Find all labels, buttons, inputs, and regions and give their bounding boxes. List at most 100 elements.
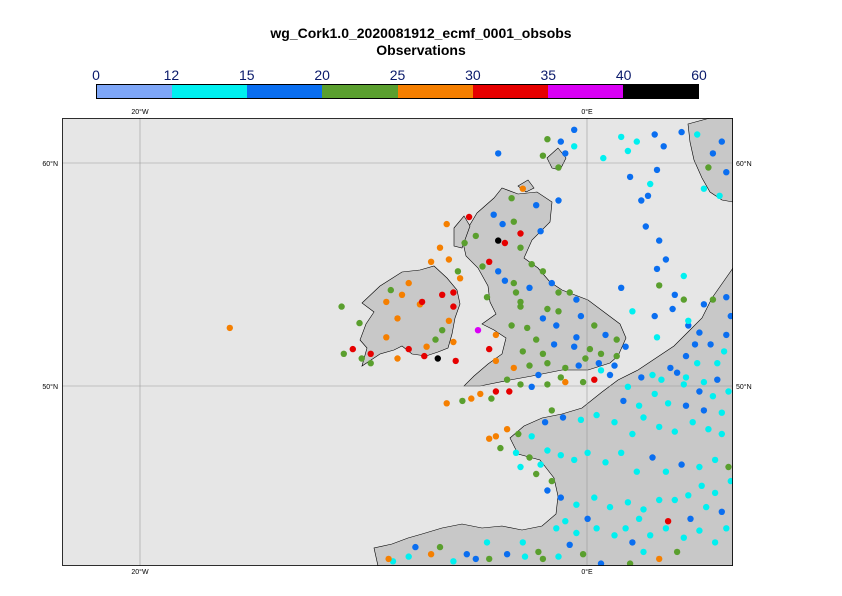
- landmass-hebrides: [453, 215, 471, 249]
- observation-point-171: [651, 390, 658, 398]
- colorbar-tick-20: 20: [314, 67, 330, 83]
- observation-point-124: [709, 150, 717, 157]
- observation-point-57: [555, 289, 562, 296]
- observation-point-239: [703, 503, 710, 511]
- observation-point-222: [573, 501, 580, 508]
- observation-point-188: [548, 407, 555, 414]
- observation-point-87: [582, 355, 589, 362]
- observation-point-157: [673, 369, 681, 376]
- observation-point-83: [533, 336, 540, 343]
- observation-point-270: [483, 539, 491, 546]
- observation-point-75: [544, 360, 551, 367]
- observation-point-72: [595, 360, 602, 367]
- observation-point-227: [562, 518, 569, 525]
- colorbar-tick-40: 40: [615, 67, 632, 83]
- observation-point-152: [720, 348, 728, 355]
- observation-point-144: [685, 322, 692, 329]
- observation-points: [226, 126, 733, 566]
- observation-point-170: [635, 402, 643, 409]
- observation-point-98: [468, 395, 475, 402]
- observation-point-285: [597, 367, 605, 374]
- observation-point-52: [533, 202, 540, 209]
- observation-point-59: [517, 303, 524, 310]
- observation-point-81: [508, 322, 515, 329]
- lon-label-top-0e: 0°E: [581, 108, 593, 116]
- observation-point-256: [405, 553, 412, 560]
- observation-point-216: [671, 496, 678, 504]
- observation-point-77: [510, 364, 517, 372]
- observation-point-91: [606, 371, 614, 379]
- observation-point-26: [421, 352, 428, 360]
- observation-point-140: [700, 301, 708, 308]
- observation-point-99: [459, 397, 466, 405]
- observation-point-80: [492, 331, 500, 339]
- observation-point-22: [358, 355, 365, 362]
- observation-point-230: [611, 532, 618, 539]
- observation-point-261: [579, 551, 587, 558]
- observation-point-102: [503, 376, 511, 383]
- colorbar-tick-30: 30: [465, 67, 481, 83]
- observation-point-115: [544, 136, 551, 143]
- observation-point-53: [517, 230, 524, 237]
- observation-point-221: [591, 494, 598, 501]
- observation-point-103: [535, 371, 542, 379]
- observation-point-32: [445, 256, 453, 263]
- observation-point-223: [557, 494, 564, 501]
- observation-point-4: [338, 303, 345, 310]
- observation-point-112: [510, 279, 517, 287]
- observation-point-234: [680, 534, 687, 541]
- observation-point-71: [613, 352, 620, 360]
- observation-point-44: [510, 218, 517, 225]
- observation-point-48: [555, 164, 562, 171]
- map-plot[interactable]: [62, 118, 733, 566]
- observation-point-100: [443, 400, 450, 407]
- observation-point-88: [562, 378, 569, 386]
- observation-point-169: [620, 397, 627, 405]
- observation-point-262: [597, 560, 605, 566]
- observation-point-33: [461, 239, 468, 247]
- observation-point-61: [512, 289, 520, 296]
- observation-point-94: [517, 381, 524, 388]
- observation-point-18: [432, 336, 439, 343]
- observation-point-238: [687, 515, 694, 522]
- observation-point-31: [456, 275, 464, 282]
- observation-point-8: [394, 315, 401, 322]
- observation-point-280: [669, 305, 676, 313]
- observation-point-232: [647, 532, 654, 539]
- observation-point-281: [629, 308, 636, 315]
- colorbar-tick-0: 0: [92, 67, 100, 83]
- observation-point-13: [387, 286, 394, 294]
- lat-label-right-50n: 50°N: [736, 383, 752, 391]
- landmass-great-britain: [461, 187, 627, 387]
- observation-point-156: [667, 364, 674, 372]
- observation-point-242: [635, 515, 643, 522]
- observation-point-195: [497, 444, 504, 452]
- observation-point-141: [709, 296, 717, 303]
- observation-point-159: [700, 378, 708, 386]
- observation-point-136: [662, 256, 670, 263]
- observation-point-160: [714, 376, 721, 383]
- observation-point-56: [548, 279, 555, 287]
- observation-point-133: [638, 197, 645, 204]
- observation-point-201: [571, 456, 578, 464]
- lat-label-left-60n: 60°N: [42, 160, 58, 168]
- observation-point-228: [573, 529, 580, 537]
- observation-point-219: [624, 499, 632, 506]
- observation-point-255: [427, 551, 435, 558]
- observation-point-96: [492, 388, 500, 395]
- observation-point-244: [673, 548, 681, 556]
- observation-point-137: [680, 272, 687, 280]
- observation-point-65: [555, 308, 562, 315]
- observation-point-146: [653, 334, 661, 341]
- observation-point-161: [725, 388, 732, 395]
- observation-point-113: [479, 263, 486, 270]
- observation-point-185: [593, 411, 600, 419]
- observation-point-122: [678, 128, 685, 136]
- observation-point-248: [555, 553, 562, 560]
- observation-point-27: [450, 338, 457, 346]
- observation-point-193: [492, 433, 500, 440]
- observation-point-212: [727, 477, 733, 485]
- observation-point-139: [680, 296, 687, 303]
- observation-point-40: [486, 258, 493, 265]
- observation-point-19: [423, 343, 430, 350]
